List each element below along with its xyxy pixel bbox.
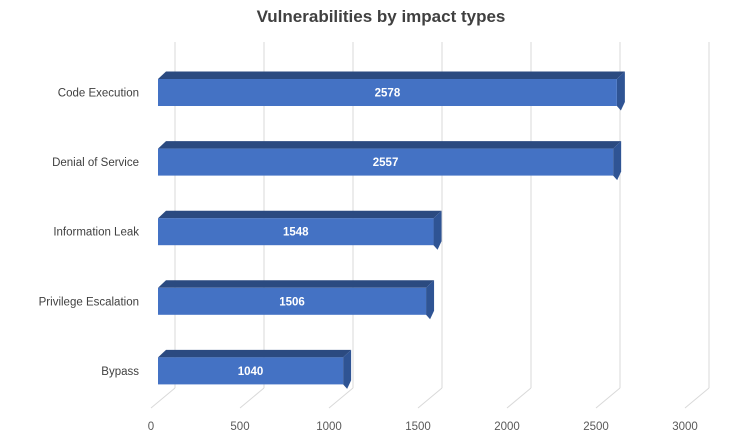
chart-title: Vulnerabilities by impact types — [257, 7, 506, 26]
category-label: Code Execution — [58, 88, 139, 100]
bar-value-label: 2557 — [373, 157, 399, 169]
bar-group: 1040 — [158, 349, 352, 389]
bar-top-face — [158, 210, 442, 219]
gridline-foot — [150, 387, 176, 409]
bar-value-label: 1040 — [238, 366, 264, 378]
bar-top-face — [158, 349, 352, 358]
gridline-foot — [684, 387, 710, 409]
category-label: Information Leak — [53, 227, 139, 239]
category-label: Denial of Service — [52, 157, 139, 169]
bar-front-face — [158, 218, 434, 246]
bar-end-face — [613, 141, 622, 181]
x-axis-tick-label: 2500 — [583, 421, 609, 433]
bar-end-face — [343, 349, 352, 389]
x-axis-tick-label: 1500 — [405, 421, 431, 433]
bar-end-face — [426, 280, 435, 320]
bar-value-label: 2578 — [375, 88, 401, 100]
gridline-foot — [595, 387, 621, 409]
gridline-foot — [417, 387, 443, 409]
bar-front-face — [158, 357, 344, 385]
category-label: Privilege Escalation — [39, 296, 139, 308]
labels-layer: 0 500 1000 1500 2000 2500 3000 Code Execution De… — [39, 88, 698, 434]
bar-top-face — [158, 141, 622, 149]
x-axis-tick-label: 500 — [230, 421, 249, 433]
bars-layer: 2578 2557 1548 1506 1040 — [158, 71, 625, 389]
bar-front-face — [158, 287, 427, 315]
category-label: Bypass — [101, 366, 139, 378]
x-axis-tick-label: 2000 — [494, 421, 520, 433]
bar-front-face — [158, 79, 617, 106]
x-axis-tick-label: 3000 — [672, 421, 698, 433]
bar-group: 2557 — [158, 141, 622, 181]
bar-group: 2578 — [158, 71, 625, 111]
bar-end-face — [616, 71, 625, 111]
bar-front-face — [158, 148, 614, 176]
bar-group: 1506 — [158, 280, 435, 320]
bar-group: 1548 — [158, 210, 442, 250]
gridline-foot — [506, 387, 532, 409]
x-axis-tick-label: 0 — [148, 421, 154, 433]
x-axis-tick-label: 1000 — [316, 421, 342, 433]
bar-value-label: 1506 — [279, 296, 305, 308]
gridline-foot — [239, 387, 265, 409]
bar-value-label: 1548 — [283, 227, 309, 239]
bar-top-face — [158, 71, 625, 79]
bar-end-face — [433, 210, 442, 250]
gridline-foot — [328, 387, 354, 409]
bar-top-face — [158, 280, 435, 288]
